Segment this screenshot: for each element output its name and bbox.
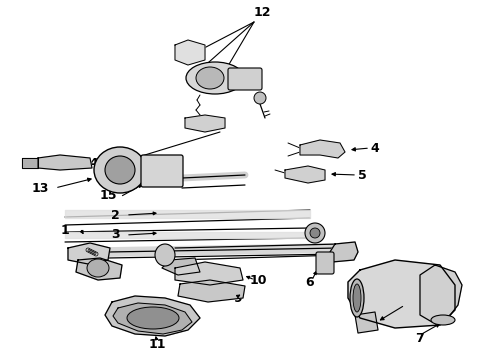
Polygon shape — [105, 296, 200, 336]
Text: 14: 14 — [81, 157, 99, 170]
Text: 9: 9 — [234, 292, 243, 305]
Text: 1: 1 — [61, 224, 70, 237]
Polygon shape — [178, 280, 245, 302]
Ellipse shape — [431, 315, 455, 325]
Ellipse shape — [196, 67, 224, 89]
Ellipse shape — [186, 62, 244, 94]
Polygon shape — [76, 258, 122, 280]
Polygon shape — [285, 166, 325, 183]
Text: 2: 2 — [111, 208, 120, 221]
Polygon shape — [175, 262, 243, 285]
Polygon shape — [22, 158, 38, 168]
Text: 11: 11 — [148, 338, 166, 351]
Polygon shape — [38, 155, 92, 170]
Polygon shape — [113, 303, 192, 334]
FancyBboxPatch shape — [228, 68, 262, 90]
Polygon shape — [300, 140, 345, 158]
Text: 15: 15 — [99, 189, 117, 202]
FancyBboxPatch shape — [316, 252, 334, 274]
Polygon shape — [355, 312, 378, 333]
Ellipse shape — [155, 244, 175, 266]
Ellipse shape — [350, 279, 364, 317]
Circle shape — [305, 223, 325, 243]
Polygon shape — [185, 115, 225, 132]
Polygon shape — [330, 242, 358, 262]
Circle shape — [254, 92, 266, 104]
Ellipse shape — [87, 259, 109, 277]
Ellipse shape — [94, 147, 146, 193]
Text: 12: 12 — [253, 5, 271, 18]
Text: 3: 3 — [111, 229, 119, 242]
Ellipse shape — [105, 156, 135, 184]
FancyBboxPatch shape — [141, 155, 183, 187]
Ellipse shape — [353, 284, 361, 312]
Polygon shape — [420, 265, 462, 322]
Text: 8: 8 — [404, 296, 412, 309]
Text: 5: 5 — [358, 168, 367, 181]
Polygon shape — [348, 260, 455, 328]
Text: 7: 7 — [416, 332, 424, 345]
Text: 6: 6 — [306, 275, 314, 288]
Polygon shape — [162, 258, 200, 275]
Text: 10: 10 — [249, 274, 267, 287]
Polygon shape — [68, 243, 110, 264]
Text: 13: 13 — [31, 181, 49, 194]
Text: 4: 4 — [370, 141, 379, 154]
Circle shape — [310, 228, 320, 238]
Polygon shape — [175, 40, 205, 65]
Ellipse shape — [127, 307, 179, 329]
